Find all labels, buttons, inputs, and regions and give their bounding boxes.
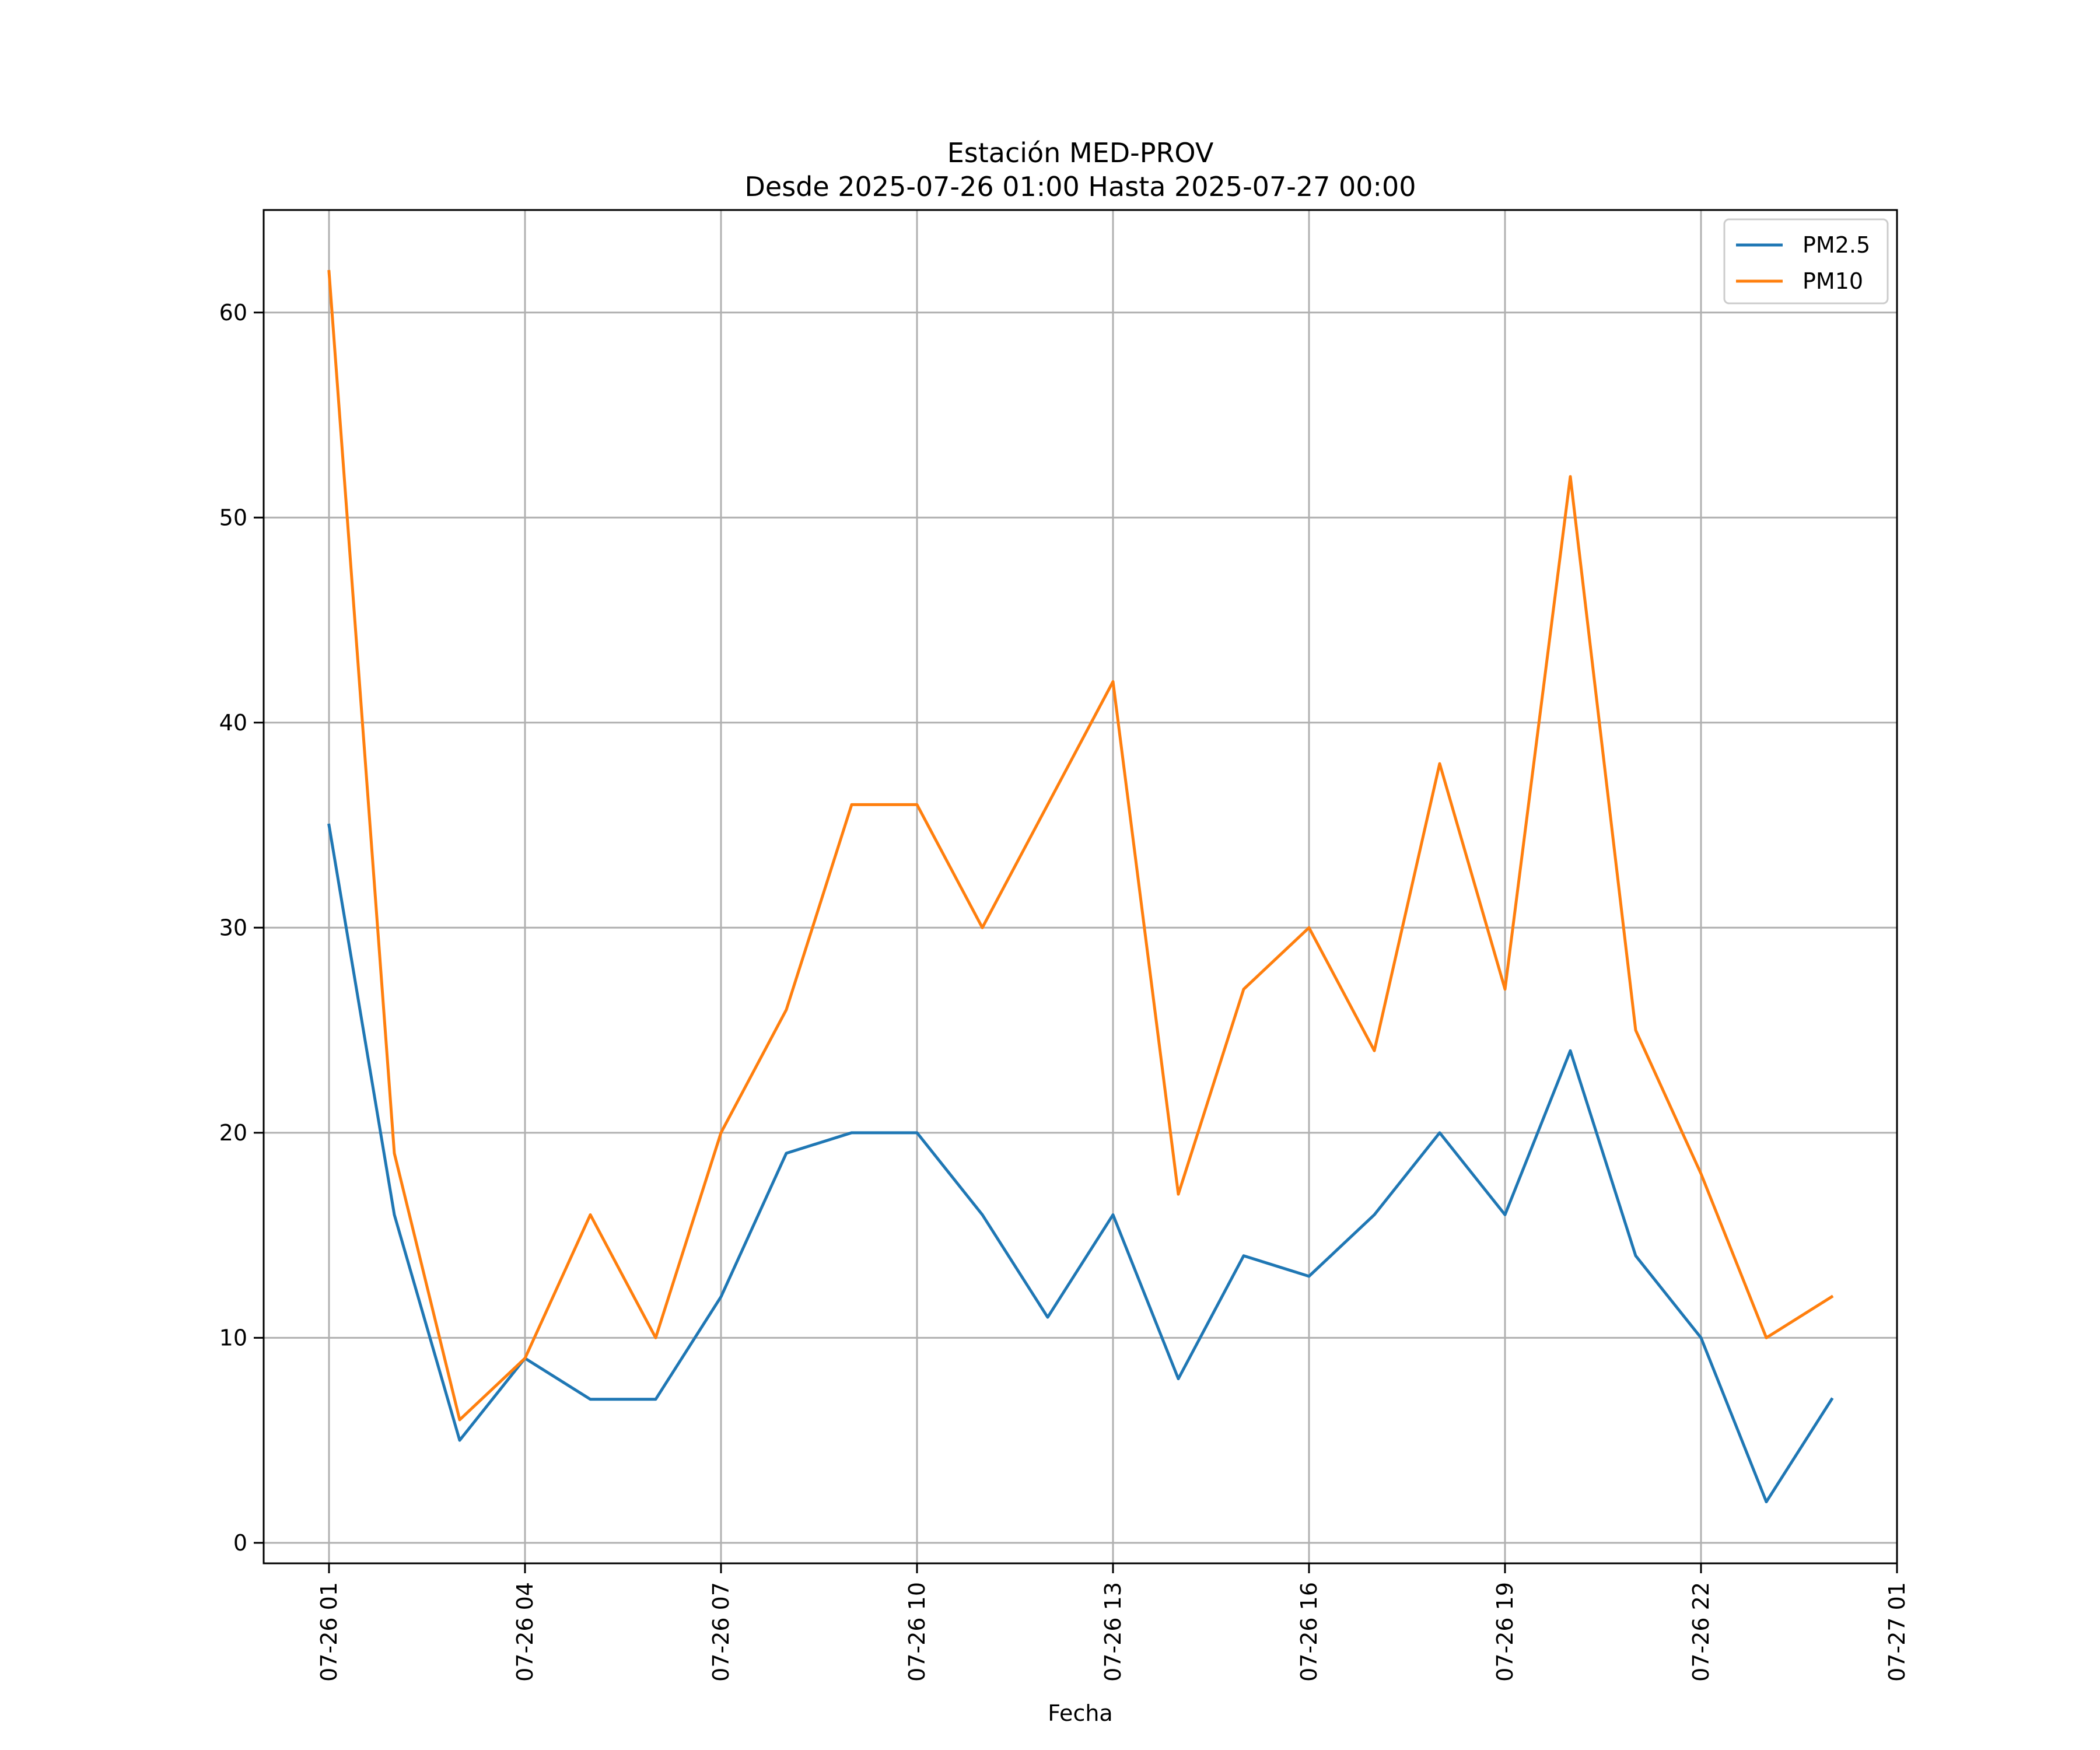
x-tick-label: 07-26 07 (708, 1582, 734, 1682)
legend-label: PM10 (1803, 268, 1863, 294)
x-axis-label: Fecha (1048, 1700, 1112, 1726)
series-line-pm25 (327, 823, 1834, 1504)
y-axis-ticks: 0 10 20 30 40 50 60 (219, 300, 264, 1556)
y-tick-label: 50 (219, 505, 247, 530)
chart-subtitle-line: Desde 2025-07-26 01:00 Hasta 2025-07-27 … (744, 171, 1416, 202)
y-tick-label: 20 (219, 1120, 247, 1146)
x-tick-label: 07-27 01 (1884, 1582, 1910, 1682)
legend-label: PM2.5 (1803, 232, 1870, 258)
x-tick-label: 07-26 04 (512, 1582, 538, 1682)
x-tick-label: 07-26 10 (904, 1582, 930, 1682)
series-lines (327, 270, 1834, 1504)
x-tick-label: 07-26 22 (1688, 1582, 1714, 1682)
plot-frame (262, 209, 1898, 1564)
chart-title-line: Estación MED-PROV (947, 137, 1214, 169)
x-tick-label: 07-26 19 (1492, 1582, 1518, 1682)
chart-title: Estación MED-PROV Desde 2025-07-26 01:00… (744, 137, 1416, 202)
x-tick-label: 07-26 01 (316, 1582, 342, 1682)
y-tick-label: 40 (219, 710, 247, 736)
y-tick-label: 30 (219, 915, 247, 940)
grid-lines (264, 210, 1898, 1563)
series-line-pm10 (327, 270, 1834, 1422)
legend: PM2.5 PM10 (1723, 218, 1889, 304)
y-tick-label: 0 (233, 1530, 247, 1556)
x-tick-label: 07-26 13 (1100, 1582, 1126, 1682)
x-tick-label: 07-26 16 (1296, 1582, 1322, 1682)
y-tick-label: 10 (219, 1325, 247, 1350)
x-axis-ticks: 07-26 01 07-26 04 07-26 07 07-26 10 07-26 13… (316, 1563, 1910, 1682)
y-tick-label: 60 (219, 300, 247, 326)
